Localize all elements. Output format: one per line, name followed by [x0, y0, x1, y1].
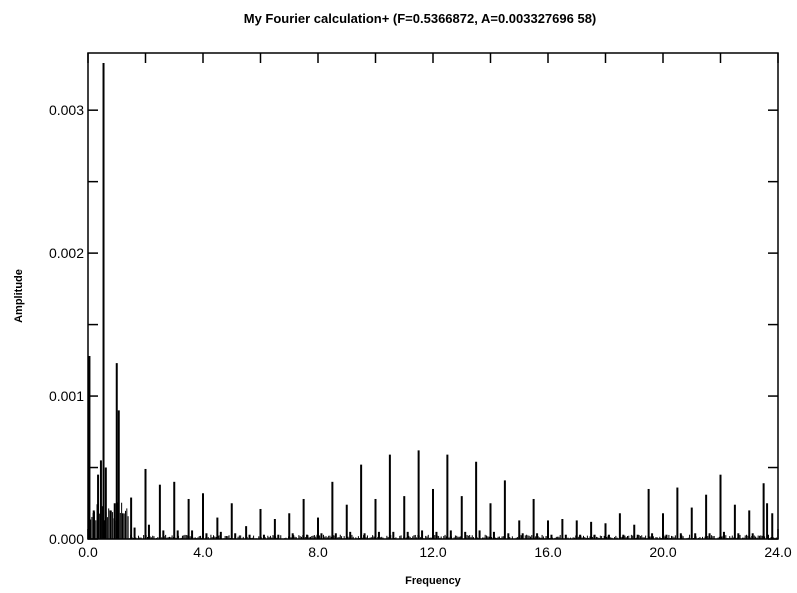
baseline-noise — [87, 502, 779, 539]
x-tick-label: 12.0 — [419, 544, 446, 560]
x-tick-label: 8.0 — [308, 544, 328, 560]
plot-frame — [87, 52, 779, 540]
y-tick-label: 0.002 — [49, 245, 84, 261]
chart-title: My Fourier calculation+ (F=0.5366872, A=… — [244, 11, 597, 26]
x-axis: 0.0 4.0 8.0 12.0 16.0 20.0 24.0 — [78, 53, 792, 560]
x-tick-label: 20.0 — [649, 544, 676, 560]
plot-area — [87, 52, 779, 540]
spectrum-series — [88, 63, 774, 539]
x-tick-label: 0.0 — [78, 544, 98, 560]
y-axis: 0.000 0.001 0.002 0.003 — [49, 102, 778, 547]
x-axis-title: Frequency — [405, 575, 462, 587]
y-tick-label: 0.003 — [49, 102, 84, 118]
y-tick-label: 0.000 — [49, 531, 84, 547]
x-tick-label: 24.0 — [764, 544, 791, 560]
x-tick-label: 4.0 — [193, 544, 213, 560]
x-tick-label: 16.0 — [534, 544, 561, 560]
y-axis-title: Amplitude — [13, 269, 25, 323]
y-tick-label: 0.001 — [49, 388, 84, 404]
